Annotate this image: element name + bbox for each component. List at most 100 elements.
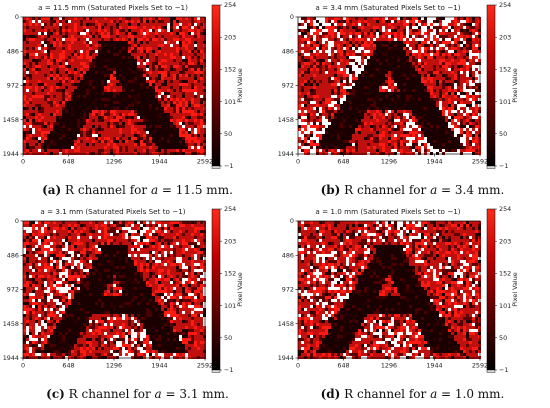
x-tick-label: 1296 (106, 158, 122, 166)
y-tick-label: 1458 (278, 116, 294, 124)
colorbar-tick-label: −1 (224, 366, 233, 374)
y-tick-label: 972 (7, 82, 19, 90)
colorbar-tick-label: 50 (224, 334, 232, 342)
caption-variable: a (150, 183, 159, 197)
colorbar-tick-label: 152 (224, 66, 236, 74)
caption-letter: (a) (42, 183, 62, 197)
y-tick-label: 0 (290, 217, 294, 225)
colorbar-undervalue (211, 369, 221, 373)
figure-panel-b: 0 648 1296 1944 2592 0 486 972 1458 1944 254 203 152… (275, 0, 550, 204)
x-tick-label: 0 (296, 158, 300, 166)
y-tick-label: 0 (15, 13, 19, 21)
y-tick-label: 1944 (3, 150, 19, 158)
colorbar-tick-label: 254 (224, 205, 236, 213)
y-tick-label: 486 (7, 251, 19, 259)
y-tick-label: 1944 (3, 354, 19, 362)
x-tick-label: 2592 (197, 362, 213, 370)
caption-variable: a (430, 183, 438, 197)
heatmap-texture (298, 17, 481, 155)
x-tick-label: 1944 (426, 158, 442, 166)
colorbar-label: Pixel Value (236, 68, 244, 102)
x-tick-label: 1296 (106, 362, 122, 370)
y-tick-label: 486 (282, 47, 294, 55)
panel-caption: (d) R channel for a = 1.0 mm. (275, 387, 550, 401)
caption-value: = 3.1 mm. (161, 387, 229, 401)
y-tick-label: 1944 (278, 354, 294, 362)
colorbar-tick-label: 152 (224, 270, 236, 278)
panel-title: a = 11.5 mm (Saturated Pixels Set to −1) (38, 3, 188, 12)
colorbar-tick-label: 254 (499, 1, 511, 9)
x-tick-label: 1944 (151, 362, 167, 370)
heatmap-plot: 0 648 1296 1944 2592 0 486 972 1458 1944 254 203 152… (278, 1, 519, 170)
colorbar (486, 4, 496, 167)
panel-title: a = 3.4 mm (Saturated Pixels Set to −1) (315, 3, 460, 12)
caption-text: R channel for (340, 387, 431, 401)
heatmap-texture (298, 221, 481, 359)
y-tick-label: 0 (15, 217, 19, 225)
caption-variable: a (154, 387, 162, 401)
x-tick-label: 0 (296, 362, 300, 370)
x-tick-label: 648 (62, 158, 74, 166)
colorbar-tick-label: 101 (224, 302, 236, 310)
caption-value: = 3.4 mm. (437, 183, 505, 197)
panel-caption: (b) R channel for a = 3.4 mm. (275, 183, 550, 197)
colorbar-tick-label: 152 (499, 66, 511, 74)
x-tick-label: 0 (21, 158, 25, 166)
y-tick-label: 1944 (278, 150, 294, 158)
heatmap-plot: 0 648 1296 1944 2592 0 486 972 1458 1944 254 203 152… (278, 205, 519, 374)
colorbar-tick-label: 254 (224, 1, 236, 9)
x-tick-label: 648 (337, 362, 349, 370)
panel-caption: (a) R channel for a = 11.5 mm. (0, 183, 275, 197)
colorbar-tick-label: −1 (224, 162, 233, 170)
y-tick-label: 972 (7, 286, 19, 294)
y-tick-label: 1458 (278, 320, 294, 328)
caption-text: R channel for (340, 183, 431, 197)
colorbar-tick-label: 203 (499, 33, 511, 41)
y-tick-label: 486 (282, 251, 294, 259)
colorbar-tick-label: 203 (224, 237, 236, 245)
colorbar-label: Pixel Value (236, 272, 244, 306)
y-tick-label: 486 (7, 47, 19, 55)
colorbar-tick-label: 101 (499, 98, 511, 106)
colorbar-tick-label: −1 (499, 162, 508, 170)
x-tick-label: 1296 (381, 158, 397, 166)
caption-value: = 11.5 mm. (158, 183, 233, 197)
colorbar-label: Pixel Value (511, 68, 519, 102)
x-tick-label: 1944 (426, 362, 442, 370)
heatmap-plot: 0 648 1296 1944 2592 0 486 972 1458 1944 254 203 152… (3, 1, 244, 170)
x-tick-label: 1296 (381, 362, 397, 370)
x-tick-label: 1944 (151, 158, 167, 166)
panel-title: a = 1.0 mm (Saturated Pixels Set to −1) (315, 207, 460, 216)
colorbar-undervalue (486, 369, 496, 373)
panel-title: a = 3.1 mm (Saturated Pixels Set to −1) (40, 207, 185, 216)
y-tick-label: 972 (282, 286, 294, 294)
colorbar-undervalue (486, 165, 496, 169)
colorbar-tick-label: 203 (499, 237, 511, 245)
caption-value: = 1.0 mm. (437, 387, 505, 401)
y-tick-label: 972 (282, 82, 294, 90)
colorbar-tick-label: −1 (499, 366, 508, 374)
caption-text: R channel for (61, 183, 151, 197)
y-tick-label: 1458 (3, 116, 19, 124)
figure-panel-d: 0 648 1296 1944 2592 0 486 972 1458 1944 254 203 152… (275, 204, 550, 408)
caption-letter: (b) (320, 183, 341, 197)
colorbar-tick-label: 50 (499, 334, 507, 342)
panel-caption: (c) R channel for a = 3.1 mm. (0, 387, 275, 401)
x-tick-label: 648 (62, 362, 74, 370)
y-tick-label: 1458 (3, 320, 19, 328)
x-tick-label: 0 (21, 362, 25, 370)
heatmap-plot: 0 648 1296 1944 2592 0 486 972 1458 1944 254 203 152… (3, 205, 244, 374)
y-tick-label: 0 (290, 13, 294, 21)
colorbar (211, 4, 221, 167)
colorbar-tick-label: 152 (499, 270, 511, 278)
colorbar (211, 208, 221, 371)
x-tick-label: 2592 (472, 158, 488, 166)
colorbar-tick-label: 50 (499, 130, 507, 138)
x-tick-label: 648 (337, 158, 349, 166)
colorbar-tick-label: 101 (224, 98, 236, 106)
figure-panel-a: 0 648 1296 1944 2592 0 486 972 1458 1944 254 203 152… (0, 0, 275, 204)
colorbar-undervalue (211, 165, 221, 169)
caption-text: R channel for (64, 387, 155, 401)
colorbar-label: Pixel Value (511, 272, 519, 306)
colorbar-tick-label: 203 (224, 33, 236, 41)
